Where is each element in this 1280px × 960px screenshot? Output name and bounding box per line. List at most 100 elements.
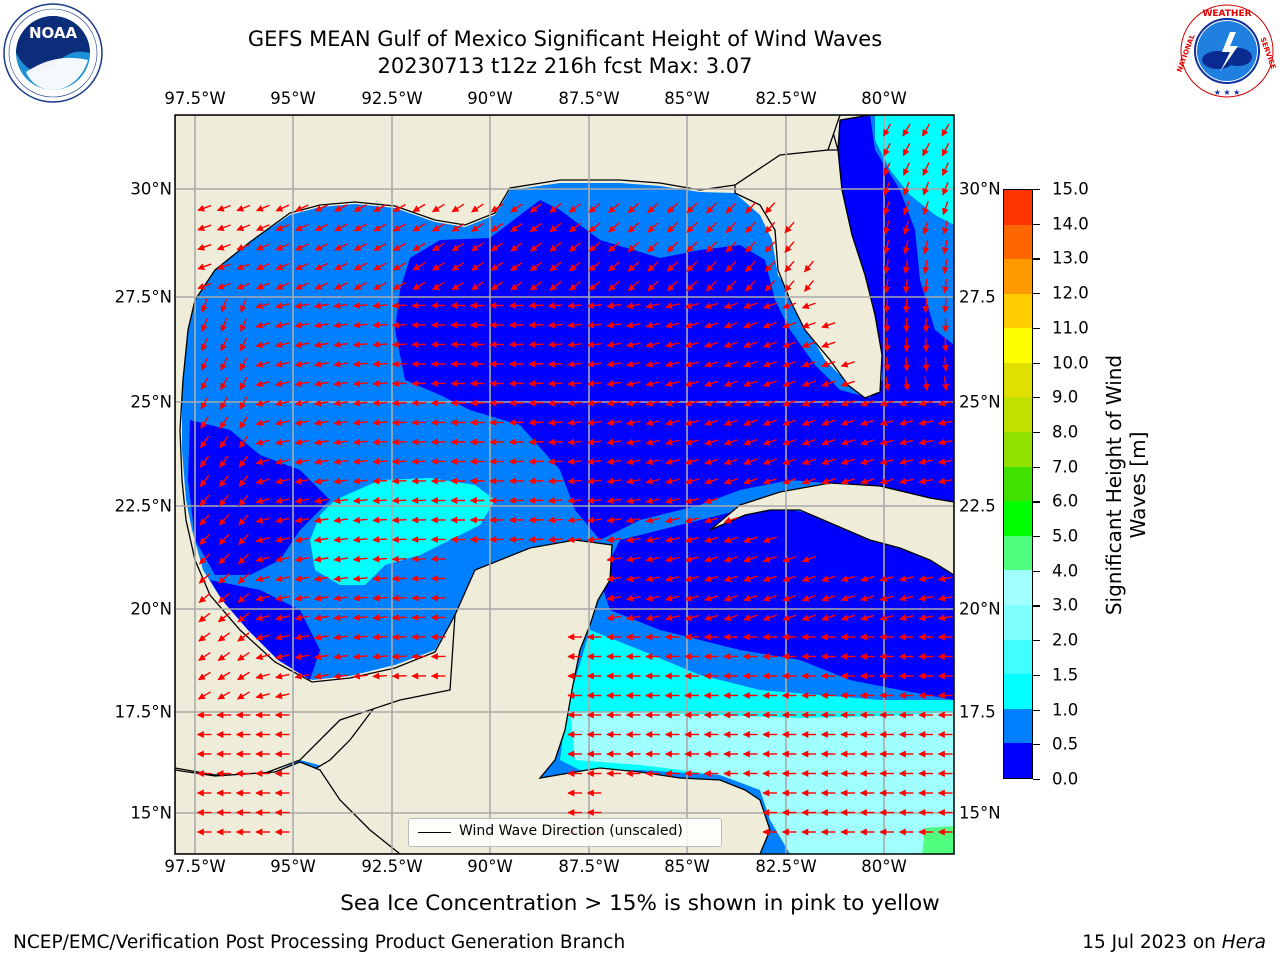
wave-arrow [840,438,855,446]
wave-arrow [431,262,445,271]
chart-title-line1: GEFS MEAN Gulf of Mexico Significant Hei… [247,27,883,51]
wave-arrow [860,575,875,583]
wave-arrow [606,594,622,602]
wave-arrow [255,399,270,407]
wave-arrow [937,458,953,466]
wave-arrow [568,222,581,233]
wave-arrow [665,594,680,602]
wave-arrow [220,337,228,352]
wave-arrow [762,575,777,583]
wave-arrow [647,261,659,272]
wave-arrow [586,438,602,446]
wave-arrow [314,282,329,290]
noaa-logo-text: NOAA [29,24,78,42]
colorbar-tick-mark [1033,536,1040,538]
wave-arrow [239,416,248,430]
wave-arrow [840,594,855,602]
wave-arrow [471,262,484,271]
wave-arrow [883,240,891,255]
wave-arrow [666,261,679,272]
wave-arrow [372,672,388,680]
wave-arrow [586,341,602,349]
wave-arrow [217,691,231,700]
wave-arrow [547,477,563,485]
wave-arrow [665,477,680,485]
wave-arrow [294,399,310,407]
moderate-wave-atlantic [875,115,954,225]
wave-arrow [704,341,719,349]
wave-arrow [899,575,914,583]
colorbar-tick-label: 6.0 [1052,491,1079,511]
wave-arrow [294,633,310,641]
lon-label-top: 85°W [664,89,710,108]
wave-arrow [567,516,583,524]
wave-arrow [391,555,407,563]
wave-arrow [510,261,523,272]
legend-line-swatch [418,832,451,834]
wave-arrow [941,298,949,314]
wave-arrow [313,516,329,524]
wave-arrow [625,419,641,427]
wave-arrow [801,341,816,349]
wave-arrow [625,536,641,544]
florida-peninsula [734,115,954,399]
wave-arrow [372,614,388,622]
wave-arrow [665,302,680,310]
wave-arrow [860,477,875,485]
wave-arrow [275,633,290,641]
wave-arrow [665,614,680,622]
wave-arrow [762,399,777,407]
wave-arrow [745,241,756,253]
lat-label-left: 27.5°N [114,287,172,307]
wave-arrow [606,438,622,446]
wave-arrow [255,302,270,310]
wave-arrow [237,632,250,642]
wave-arrow [333,614,349,622]
wave-arrow [239,377,248,391]
wave-arrow [821,614,836,622]
wave-arrow [686,241,698,253]
wave-arrow [921,123,931,137]
wave-arrow [547,419,563,427]
wave-arrow [762,555,777,563]
wave-arrow [665,516,680,524]
wave-arrow [451,242,465,252]
wave-arrow [840,419,855,427]
wave-arrow [918,477,933,485]
wave-arrow [723,380,738,388]
wave-arrow [941,240,949,255]
wave-arrow [255,672,270,680]
wave-arrow [902,142,911,157]
wave-arrow [645,575,660,583]
wave-arrow [200,396,209,410]
wave-arrow [547,458,563,466]
lat-label-right: 20°N [959,599,1001,619]
wave-arrow [723,594,738,602]
wave-arrow [745,280,756,292]
wave-arrow [334,223,348,232]
wave-arrow [353,262,368,271]
wave-arrow [941,123,950,137]
wave-arrow [647,222,659,233]
wave-arrow [918,594,933,602]
lat-label-right: 25°N [959,392,1001,412]
wave-arrow [743,341,758,349]
wave-arrow [391,477,407,485]
wave-arrow [391,399,407,407]
wave-arrow [684,555,699,563]
wave-arrow [568,242,581,252]
wave-arrow [942,376,950,392]
colorbar-segment [1004,224,1032,260]
lon-label-top: 95°W [270,89,316,108]
wave-arrow [333,497,349,505]
wave-arrow [313,594,329,602]
wave-arrow [392,262,406,271]
wave-arrow [294,380,310,388]
wave-arrow [883,337,891,353]
wave-arrow [199,533,210,546]
wave-arrow [490,242,504,252]
wave-arrow [704,360,719,368]
colorbar-segment [1004,397,1032,433]
wave-arrow [684,594,699,602]
wave-arrow [606,477,622,485]
